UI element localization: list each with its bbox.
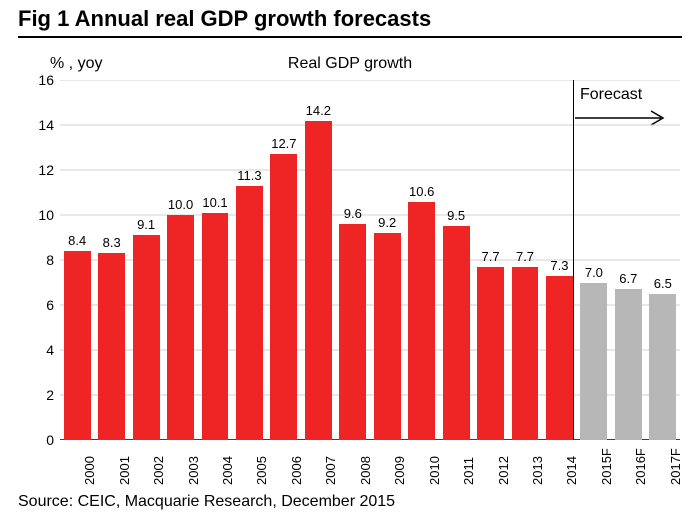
x-tick-label: 2004 — [220, 456, 235, 485]
x-tick-label: 2007 — [323, 456, 338, 485]
bar-value-label: 6.7 — [619, 271, 637, 286]
bar-value-label: 7.3 — [550, 258, 568, 273]
x-tick-label: 2010 — [427, 456, 442, 485]
bar-value-label: 9.5 — [447, 208, 465, 223]
bar — [580, 283, 607, 441]
gdp-forecast-figure: Fig 1 Annual real GDP growth forecasts %… — [0, 0, 700, 525]
source-caption: Source: CEIC, Macquarie Research, Decemb… — [18, 493, 395, 511]
bar — [202, 213, 229, 440]
bar-value-label: 9.2 — [378, 215, 396, 230]
bar — [236, 186, 263, 440]
y-tick-label: 4 — [14, 342, 54, 358]
bar — [512, 267, 539, 440]
chart-subtitle: Real GDP growth — [0, 55, 700, 73]
bar — [98, 253, 125, 440]
x-tick-label: 2016F — [633, 448, 648, 485]
bar-value-label: 7.7 — [516, 249, 534, 264]
bar — [546, 276, 573, 440]
x-tick-label: 2015F — [599, 448, 614, 485]
y-tick-label: 0 — [14, 432, 54, 448]
y-tick-label: 12 — [14, 162, 54, 178]
bar — [615, 289, 642, 440]
x-tick-label: 2002 — [151, 456, 166, 485]
forecast-divider — [573, 80, 574, 440]
bar-value-label: 10.0 — [168, 197, 193, 212]
y-tick-label: 8 — [14, 252, 54, 268]
bar-value-label: 10.6 — [409, 184, 434, 199]
bar — [477, 267, 504, 440]
bar-value-label: 10.1 — [202, 195, 227, 210]
x-tick-label: 2003 — [186, 456, 201, 485]
bar — [305, 121, 332, 441]
x-tick-label: 2011 — [461, 457, 476, 485]
bar-value-label: 6.5 — [654, 276, 672, 291]
y-tick-label: 10 — [14, 207, 54, 223]
x-tick-label: 2014 — [564, 456, 579, 485]
bar — [270, 154, 297, 440]
bar — [167, 215, 194, 440]
bar-value-label: 8.4 — [68, 233, 86, 248]
bar-value-label: 8.3 — [103, 235, 121, 250]
x-tick-label: 2009 — [392, 456, 407, 485]
y-tick-label: 2 — [14, 387, 54, 403]
bar — [443, 226, 470, 440]
bar-value-label: 7.7 — [482, 249, 500, 264]
x-tick-label: 2000 — [82, 456, 97, 485]
bar — [339, 224, 366, 440]
title-rule — [18, 36, 682, 38]
x-tick-label: 2013 — [530, 456, 545, 485]
x-tick-label: 2012 — [496, 456, 511, 485]
bar-value-label: 7.0 — [585, 265, 603, 280]
bar-value-label: 12.7 — [271, 136, 296, 151]
bar — [649, 294, 676, 440]
figure-title: Fig 1 Annual real GDP growth forecasts — [18, 6, 431, 32]
bar — [64, 251, 91, 440]
bar — [374, 233, 401, 440]
bar-value-label: 9.1 — [137, 217, 155, 232]
y-tick-label: 16 — [14, 72, 54, 88]
bar-value-label: 11.3 — [237, 168, 261, 183]
bar-value-label: 14.2 — [306, 103, 331, 118]
x-tick-label: 2006 — [289, 456, 304, 485]
y-tick-label: 14 — [14, 117, 54, 133]
bar-value-label: 9.6 — [344, 206, 362, 221]
x-tick-label: 2008 — [358, 456, 373, 485]
y-tick-label: 6 — [14, 297, 54, 313]
bar — [408, 202, 435, 441]
x-tick-label: 2005 — [254, 456, 269, 485]
x-tick-label: 2001 — [117, 456, 132, 485]
bar — [133, 235, 160, 440]
x-tick-label: 2017F — [668, 448, 683, 485]
